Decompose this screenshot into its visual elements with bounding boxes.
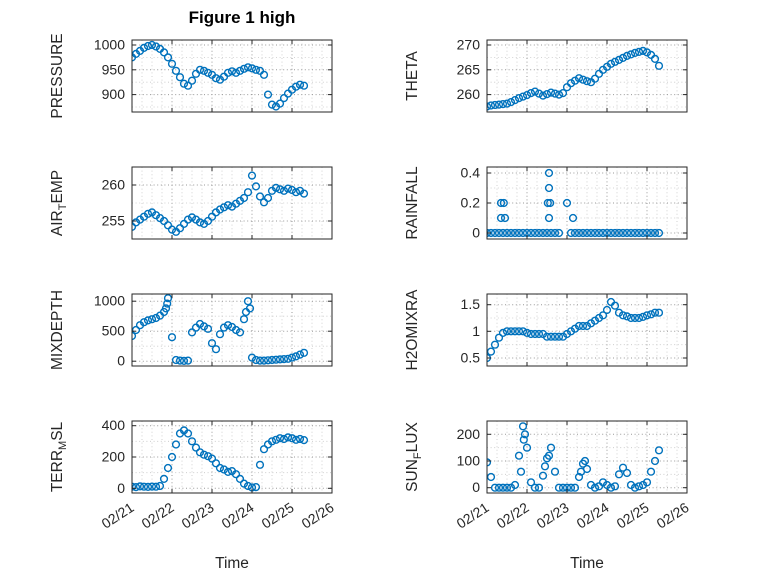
svg-text:1000: 1000 [94,37,125,53]
tick-marks [486,294,688,366]
data-points [131,171,309,236]
y-tick-labels: 900 950 1000 [94,37,125,103]
axes-box [486,420,688,494]
data-points [131,294,309,366]
grid-lines [486,167,688,239]
airtemp-y-axis-label: AIRTEMP [48,169,70,237]
subplot-mixdepth: MIXDEPTH 0 500 1000 [48,288,340,374]
svg-text:255: 255 [102,213,126,229]
svg-text:02/25: 02/25 [259,499,297,532]
svg-text:02/26: 02/26 [654,499,692,532]
subplot-pressure: PRESSURE 900 950 1000 [48,33,340,120]
sunflux-plot-area: 0 100 200 02/21 02/22 02/23 02/24 02/25 02/26 Tim… [454,420,692,572]
terrmsl-y-axis-label: TERRMSL [48,421,70,493]
axes-box [131,166,333,240]
axes-box [486,293,688,367]
data-points [486,46,664,111]
mixdepth-y-axis-label: MIXDEPTH [48,289,66,371]
svg-text:950: 950 [102,61,126,77]
svg-text:02/24: 02/24 [574,499,612,532]
data-points [131,426,309,492]
x-tick-labels: 02/21 02/22 02/23 02/24 02/25 02/26 [454,499,692,532]
svg-text:02/26: 02/26 [299,499,337,532]
subplot-sunflux: SUNFLUX 0 100 200 02/21 02/22 02/23 02/24 02/25… [403,415,695,581]
data-points [486,297,664,363]
svg-text:100: 100 [457,453,481,469]
pressure-y-axis-label: PRESSURE [48,33,66,119]
tick-marks [131,167,333,239]
svg-text:0: 0 [117,353,125,369]
y-tick-labels: 260 265 270 [457,37,481,103]
x-axis-title: Time [570,555,604,572]
svg-text:1: 1 [472,323,480,339]
airtemp-plot-area: 255 260 [102,166,333,240]
svg-text:0.5: 0.5 [461,350,481,366]
tick-marks [131,421,333,493]
y-tick-labels: 0 500 1000 [94,293,125,369]
subplot-terrmsl: TERRMSL 0 200 400 02/21 02/22 02/23 02/24 02/25… [48,415,340,581]
mixdepth-plot-area: 0 500 1000 [94,293,333,369]
rainfall-plot-area: 0 0.2 0.4 [461,165,688,241]
svg-text:02/25: 02/25 [614,499,652,532]
svg-text:02/22: 02/22 [494,499,532,532]
axes-box [486,39,688,113]
svg-text:200: 200 [102,449,126,465]
tick-marks [131,294,333,366]
terrmsl-plot-area: 0 200 400 02/21 02/22 02/23 02/24 02/25 02/26 Tim… [99,417,337,572]
data-points [486,422,664,492]
x-axis-title: Time [215,555,249,572]
svg-text:270: 270 [457,37,481,53]
subplot-theta: THETA 260 265 270 [403,34,695,120]
tick-marks [486,167,688,239]
h2omixra-y-axis-label: H2OMIXRA [403,289,421,371]
svg-text:02/23: 02/23 [179,499,217,532]
svg-text:260: 260 [102,177,126,193]
subplot-rainfall: RAINFALL 0 0.2 0.4 [403,161,695,247]
tick-marks [131,40,333,112]
axes-box [131,293,333,367]
h2omixra-plot-area: 0.5 1 1.5 [461,293,688,367]
rainfall-y-axis-label: RAINFALL [403,166,421,240]
y-tick-labels: 0 200 400 [102,417,126,496]
subplot-airtemp: AIRTEMP 255 260 [48,161,340,247]
svg-text:02/23: 02/23 [534,499,572,532]
subplot-grid: PRESSURE 900 950 1000 THETA 260 265 270 AIRT… [48,33,695,581]
svg-text:02/21: 02/21 [99,499,137,532]
svg-text:200: 200 [457,426,481,442]
y-tick-labels: 0 100 200 [457,426,481,495]
svg-text:1000: 1000 [94,293,125,309]
svg-text:0: 0 [472,225,480,241]
svg-text:02/21: 02/21 [454,499,492,532]
svg-text:0.2: 0.2 [461,195,481,211]
subplot-h2omixra: H2OMIXRA 0.5 1 1.5 [403,288,695,374]
y-tick-labels: 0 0.2 0.4 [461,165,481,241]
figure-title: Figure 1 high [188,8,296,27]
svg-text:260: 260 [457,86,481,102]
svg-text:02/24: 02/24 [219,499,257,532]
sunflux-y-axis-label: SUNFLUX [403,422,425,492]
data-points [131,40,309,111]
theta-plot-area: 260 265 270 [457,37,688,113]
data-points [486,168,664,238]
pressure-plot-area: 900 950 1000 [94,37,333,113]
svg-text:500: 500 [102,323,126,339]
svg-text:900: 900 [102,86,126,102]
y-tick-labels: 255 260 [102,177,126,229]
svg-text:1.5: 1.5 [461,296,481,312]
svg-text:0: 0 [472,479,480,495]
y-tick-labels: 0.5 1 1.5 [461,296,481,365]
tick-marks [486,40,688,112]
x-tick-labels: 02/21 02/22 02/23 02/24 02/25 02/26 [99,499,337,532]
svg-text:265: 265 [457,61,481,77]
theta-y-axis-label: THETA [403,51,421,101]
tick-marks [486,421,688,493]
svg-text:0.4: 0.4 [461,165,481,181]
axes-box [131,39,333,113]
svg-text:02/22: 02/22 [139,499,177,532]
svg-text:400: 400 [102,417,126,433]
svg-text:0: 0 [117,480,125,496]
grid-lines [131,40,333,112]
